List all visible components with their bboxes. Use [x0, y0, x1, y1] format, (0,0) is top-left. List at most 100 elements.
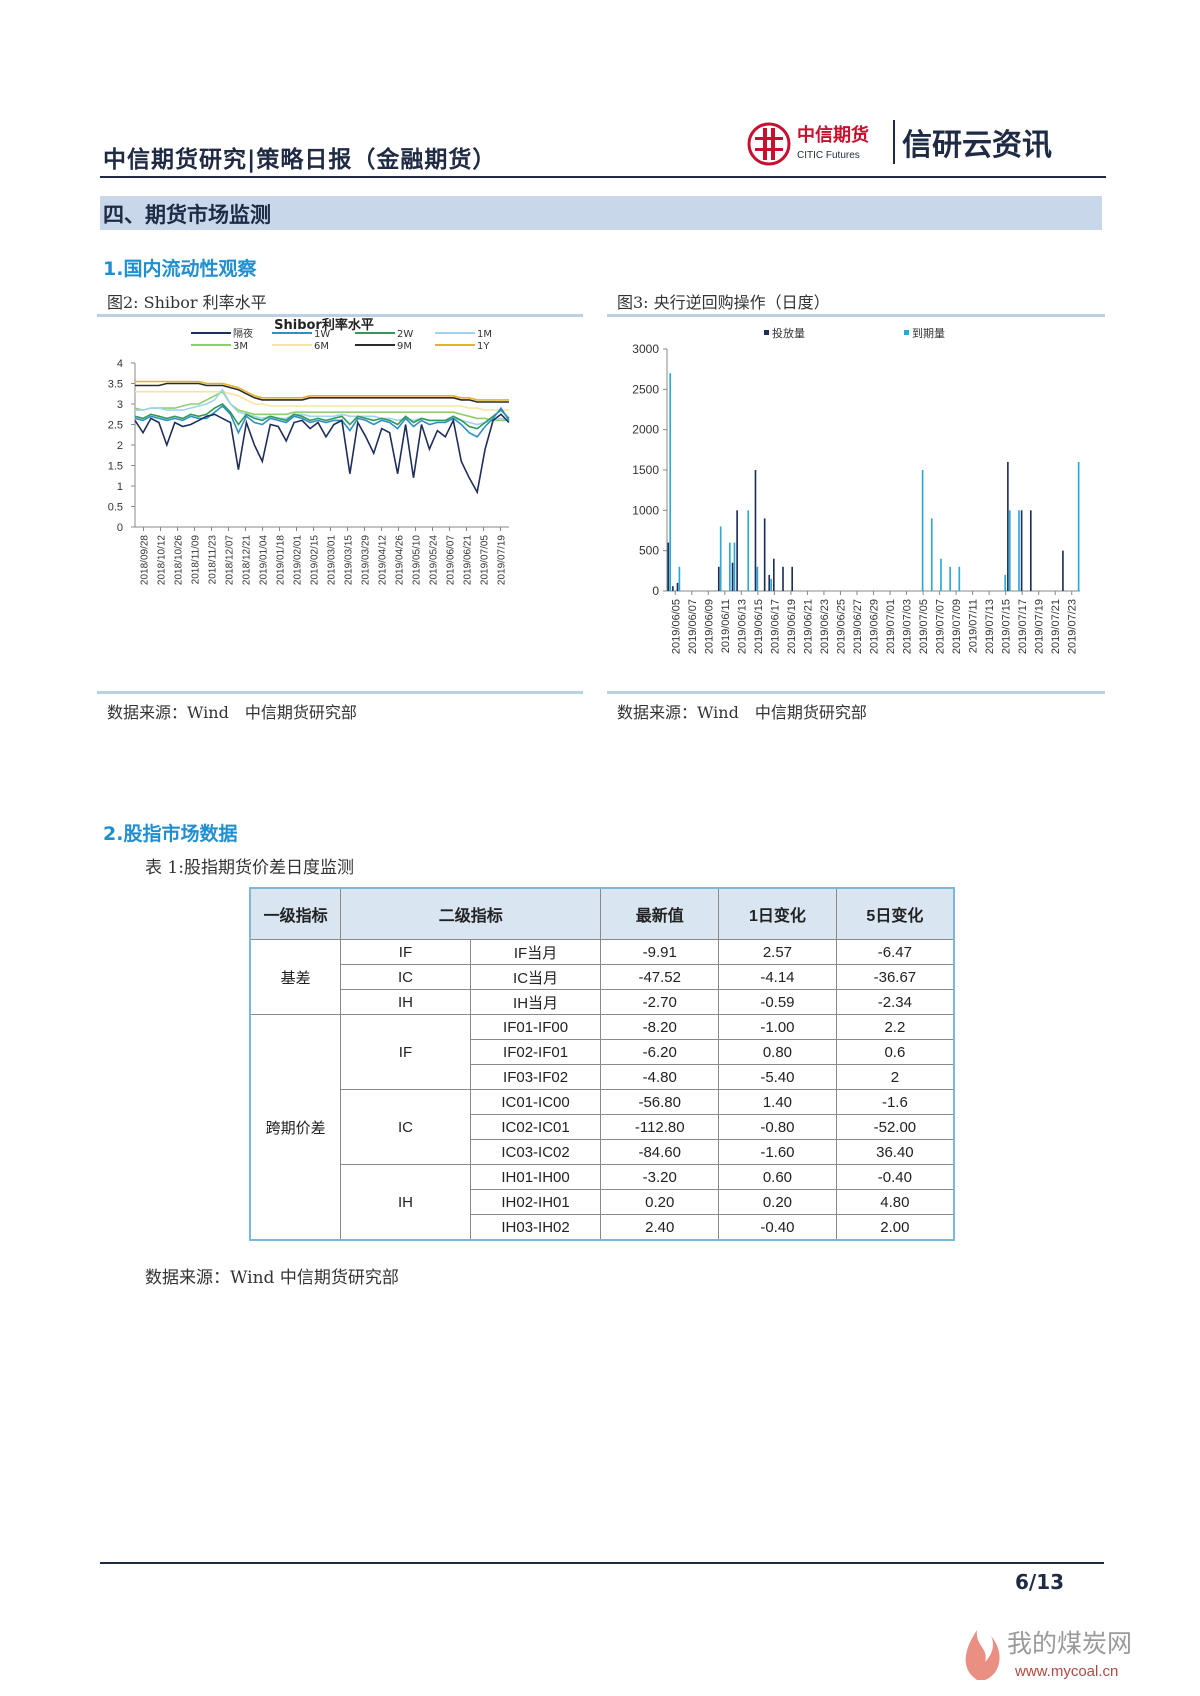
x-tick-label: 2018/10/26: [174, 535, 185, 585]
x-tick-label: 2019/06/13: [736, 599, 748, 654]
fig3-caption: 图3: 央行逆回购操作（日度）: [617, 293, 830, 312]
series-line-5: [135, 390, 509, 411]
cell: IC当月: [469, 964, 602, 990]
cell: -1.60: [718, 1139, 837, 1165]
bar-maturity: [1018, 510, 1020, 591]
x-tick-label: 2019/06/25: [835, 599, 847, 654]
cell: 2.40: [600, 1214, 720, 1241]
fig2-source: 数据来源：Wind 中信期货研究部: [107, 703, 357, 722]
cell: IH02-IH01: [469, 1189, 602, 1215]
y-tick-label: 1: [117, 481, 123, 493]
x-tick-label: 2019/07/05: [480, 535, 491, 585]
x-tick-label: 2019/07/05: [918, 599, 930, 654]
x-tick-label: 2019/05/24: [429, 535, 440, 585]
x-tick-label: 2019/01/04: [259, 535, 270, 585]
cell: -0.80: [718, 1114, 837, 1140]
cell: -8.20: [600, 1014, 720, 1040]
y-tick-label: 3: [117, 399, 123, 411]
x-tick-label: 2019/07/13: [984, 599, 996, 654]
cell: 0.60: [718, 1164, 837, 1190]
x-tick-label: 2018/12/21: [242, 535, 253, 585]
table-row: IH IH01-IH00 -3.20 0.60 -0.40: [250, 1164, 955, 1241]
cell: IH当月: [469, 989, 602, 1015]
y-tick-label: 2500: [632, 382, 659, 396]
bar-injection: [1007, 461, 1009, 591]
bar-maturity: [729, 542, 731, 591]
bar-maturity: [1004, 574, 1007, 591]
x-tick-label: 2019/07/19: [497, 535, 508, 585]
cell: IH01-IH00: [469, 1164, 602, 1190]
bar-injection: [791, 566, 794, 591]
cell: -6.47: [835, 939, 955, 965]
bar-maturity: [921, 470, 924, 591]
table-row: IC IC当月 -47.52 -4.14 -36.67: [250, 964, 955, 990]
x-tick-label: 2019/06/21: [463, 535, 474, 585]
watermark: 我的煤炭网 www.mycoal.cn: [955, 1618, 1190, 1688]
cell: IF当月: [469, 939, 602, 965]
flame-icon: [965, 1630, 1000, 1680]
cell: IF03-IF02: [469, 1064, 602, 1090]
cell: 0.6: [835, 1039, 955, 1065]
cell: IF01-IF00: [469, 1014, 602, 1040]
watermark-cn-text: 我的煤炭网: [1007, 1629, 1132, 1658]
legend-label: 1Y: [477, 341, 490, 352]
bar-injection: [672, 586, 674, 591]
table-row: 基差 IF IF当月 -9.91 2.57 -6.47: [249, 939, 955, 1015]
x-tick-label: 2019/07/17: [1017, 599, 1029, 654]
bar-maturity: [949, 566, 951, 591]
bar-maturity: [1077, 461, 1080, 591]
basis-label: 基差: [249, 939, 342, 1015]
bar-injection: [667, 542, 670, 591]
cell: IC03-IC02: [469, 1139, 602, 1165]
bar-injection: [754, 470, 757, 591]
legend-label: 3M: [233, 341, 248, 352]
fig3-top-rule: [607, 314, 1105, 317]
legend-label: 隔夜: [233, 327, 253, 340]
cell: 0.20: [718, 1189, 837, 1215]
section-heading: 四、期货市场监测: [100, 196, 1102, 230]
x-tick-label: 2018/12/07: [225, 535, 236, 585]
x-tick-label: 2019/06/07: [687, 599, 699, 654]
cell: -9.91: [600, 939, 720, 965]
x-tick-label: 2019/07/15: [1001, 599, 1013, 654]
legend-label: 投放量: [772, 326, 805, 340]
logo-cn-text: 中信期货: [797, 124, 869, 146]
x-tick-label: 2019/06/07: [446, 535, 457, 585]
y-tick-label: 2: [117, 440, 123, 452]
y-tick-label: 500: [639, 544, 659, 558]
x-tick-label: 2019/06/11: [720, 599, 732, 653]
cell: 0.80: [718, 1039, 837, 1065]
cell: 2.57: [718, 939, 837, 965]
y-tick-label: 2000: [632, 423, 659, 437]
x-tick-label: 2019/05/10: [412, 535, 423, 585]
x-tick-label: 2018/09/28: [140, 535, 151, 585]
bar-maturity: [678, 566, 681, 591]
series-line-6: [135, 382, 509, 403]
table-source: 数据来源：Wind 中信期货研究部: [145, 1268, 399, 1288]
legend-label: 1W: [314, 329, 330, 340]
x-tick-label: 2019/06/29: [869, 599, 881, 654]
series-line-0: [134, 413, 510, 495]
footer-rule: [100, 1562, 1104, 1564]
fig3-source: 数据来源：Wind 中信期货研究部: [617, 703, 867, 722]
x-tick-label: 2019/03/15: [344, 535, 355, 585]
cell: -36.67: [835, 964, 955, 990]
cell: -1.6: [835, 1089, 955, 1115]
table-caption: 表 1:股指期货价差日度监测: [145, 858, 354, 878]
bar-injection: [1062, 550, 1064, 591]
cell: 4.80: [835, 1189, 955, 1215]
reverse-repo-chart: 投放量 到期量 0 500 1000 1500 2000 2500 3000 2019/06/05…: [632, 326, 1080, 654]
y-tick-label: 0.5: [108, 502, 123, 514]
cell: 2.2: [835, 1014, 955, 1040]
series-line-4: [134, 390, 509, 422]
cell: IF02-IF01: [469, 1039, 602, 1065]
cell: -4.14: [718, 964, 837, 990]
x-tick-label: 2019/06/19: [786, 599, 798, 654]
cell: -1.00: [718, 1014, 837, 1040]
cell: IC02-IC01: [469, 1114, 602, 1140]
bar-maturity: [747, 510, 750, 591]
fig3-bottom-rule: [607, 691, 1105, 694]
bar-injection: [1029, 510, 1032, 591]
cell: -6.20: [600, 1039, 720, 1065]
